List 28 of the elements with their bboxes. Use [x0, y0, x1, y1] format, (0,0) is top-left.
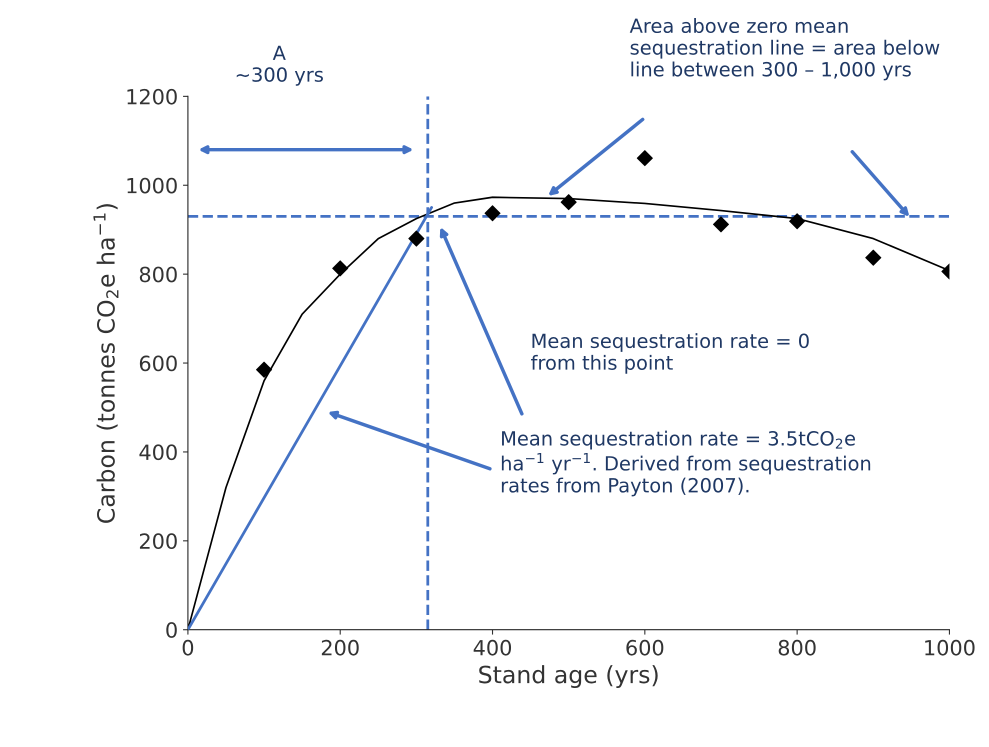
y-tick-label: 400: [139, 444, 177, 460]
x-tick-label: 600: [626, 640, 664, 656]
point: [712, 216, 730, 232]
point: [408, 230, 424, 247]
annotation: Mean sequestration rate = 0 from this point: [531, 333, 809, 374]
point: [256, 362, 272, 378]
y-tick-label: 1000: [127, 178, 177, 194]
point: [865, 250, 882, 266]
text: Area above zero mean sequestration line = area below line between 300 – 1,000 yrs: [630, 18, 940, 80]
x-tick-label: 800: [778, 640, 816, 656]
x-axis-title: Stand age (yrs): [479, 665, 658, 688]
text: A ~300 yrs: [236, 46, 323, 86]
x-tick-label: 400: [474, 640, 512, 656]
text: Mean sequestration rate = 3.5tCO$_{2}$e ha$^{−1}$ yr$^{−1}$. Derived from sequestration rates from Payton (2007).: [502, 430, 870, 496]
point: [560, 194, 577, 210]
y-tick-label: 200: [140, 533, 177, 550]
point: [484, 205, 501, 222]
y-tick-label: 0: [166, 622, 177, 638]
point: [332, 260, 348, 276]
x-tick-label: 200: [322, 640, 359, 656]
y-tick-label: 600: [140, 355, 177, 372]
y-axis-title: Carbon (tonnes CO$_{2}$e ha$^{−1}$): [93, 204, 118, 523]
x-tick-label: 1000: [925, 640, 975, 656]
x-tick-label: 0: [182, 640, 194, 656]
point: [789, 213, 806, 230]
point: [636, 150, 653, 166]
y-tick-label: 800: [140, 266, 177, 282]
y-tick-label: 1200: [127, 88, 177, 105]
